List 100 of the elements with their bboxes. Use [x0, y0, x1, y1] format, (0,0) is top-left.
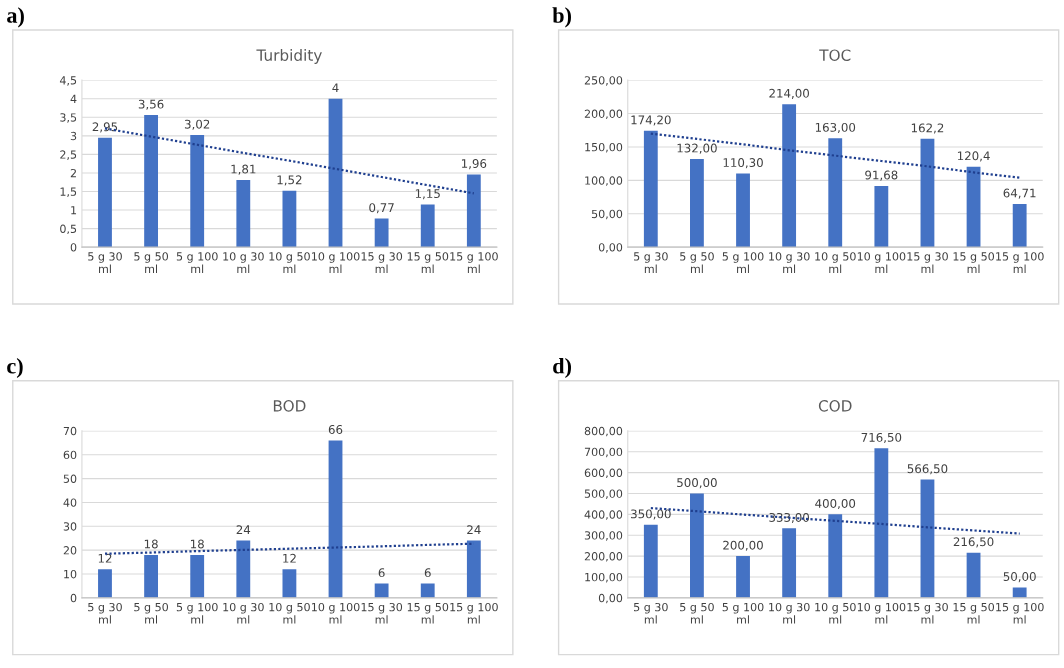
data-label: 566,50: [907, 464, 948, 475]
text: d): [553, 357, 571, 379]
data-label: 120,4: [957, 151, 990, 162]
y-tick-label: 3: [70, 131, 77, 141]
y-tick-label: 100,00: [585, 572, 623, 583]
data-label: 18: [190, 539, 204, 549]
y-tick-label: 300,00: [584, 531, 623, 541]
bar: [782, 528, 797, 598]
x-tick-label: 5 g 100 ml: [176, 252, 218, 273]
bar: [1012, 203, 1027, 248]
x-tick-label: 10 g 100 ml: [857, 602, 906, 624]
x-tick-label: 15 g 50 ml: [407, 252, 449, 273]
y-tick-label: 70: [63, 426, 77, 436]
y-tick-label: 800,00: [584, 426, 623, 437]
data-label: 24: [467, 525, 481, 534]
x-tick-label: 15 g 50 ml: [407, 602, 449, 624]
x-tick-label: 15 g 30 ml: [361, 252, 403, 273]
bar: [190, 135, 205, 248]
y-tick-label: 600,00: [584, 468, 623, 479]
data-label: 1,81: [231, 164, 256, 175]
y-tick-label: 0,00: [598, 593, 623, 604]
data-label: 3,02: [184, 119, 210, 130]
bar: [98, 137, 112, 248]
bar: [690, 493, 704, 598]
bar: [874, 448, 889, 598]
y-tick-label: 400,00: [584, 510, 623, 520]
x-tick-label: 10 g 30 ml: [223, 252, 264, 273]
data-label: 716,50: [861, 432, 902, 444]
y-tick-label: 20: [63, 546, 77, 555]
y-tick-label: 2: [70, 168, 76, 178]
data-label: 174,20: [631, 115, 671, 126]
data-label: 162,2: [911, 123, 944, 134]
y-tick-label: 4: [70, 94, 77, 103]
y-tick-label: 200,00: [584, 552, 623, 562]
data-label: 200,00: [723, 540, 763, 551]
bar: [466, 174, 481, 248]
x-tick-label: 10 g 100 ml: [312, 602, 360, 624]
data-label: 50,00: [1003, 572, 1036, 583]
y-tick-label: 30: [63, 522, 77, 531]
chart-title: TOC: [819, 49, 851, 61]
y-tick-label: 0: [70, 243, 77, 252]
y-tick-label: 150,00: [585, 142, 623, 153]
x-tick-label: 10 g 50 ml: [269, 602, 310, 624]
bar: [420, 204, 435, 248]
x-tick-label: 10 g 30 ml: [769, 252, 810, 273]
x-tick-label: 10 g 100 ml: [312, 252, 360, 273]
data-label: 2,95: [92, 122, 118, 133]
chart-title: COD: [818, 400, 852, 412]
x-tick-label: 5 g 50 ml: [680, 252, 714, 273]
x-tick-label: 10 g 30 ml: [223, 602, 264, 624]
x-tick-label: 5 g 50 ml: [134, 602, 169, 624]
chart-title: BOD: [273, 400, 306, 412]
y-tick-label: 700,00: [584, 447, 623, 458]
bar: [736, 556, 750, 598]
bar: [643, 130, 658, 248]
data-label: 500,00: [677, 478, 717, 489]
data-label: 12: [283, 553, 296, 563]
y-tick-label: 200,00: [584, 109, 623, 120]
x-tick-label: 5 g 50 ml: [134, 252, 169, 273]
bar: [98, 569, 112, 598]
bar: [420, 583, 435, 598]
bar: [920, 479, 935, 598]
bar: [190, 554, 205, 598]
y-tick-label: 100,00: [585, 176, 623, 186]
y-tick-label: 4,5: [59, 76, 77, 86]
x-tick-label: 15 g 50 ml: [953, 602, 995, 624]
data-label: 1,15: [415, 189, 440, 200]
x-tick-label: 10 g 50 ml: [815, 602, 856, 624]
bar: [328, 98, 343, 248]
data-label: 350,00: [631, 509, 671, 520]
x-tick-label: 15 g 30 ml: [907, 252, 948, 273]
data-label: 132,00: [677, 143, 717, 154]
y-tick-label: 0: [70, 593, 77, 603]
x-tick-label: 15 g 100 ml: [450, 252, 498, 273]
x-tick-label: 5 g 30 ml: [88, 252, 122, 273]
data-label: 4: [332, 83, 339, 93]
x-tick-label: 5 g 50 ml: [680, 602, 714, 624]
text: a): [7, 7, 24, 28]
bar: [874, 185, 889, 248]
data-label: 333,00: [769, 512, 809, 524]
bar: [466, 540, 481, 598]
data-label: 24: [236, 525, 251, 534]
bar: [144, 554, 158, 598]
bar: [920, 138, 935, 248]
x-tick-label: 5 g 30 ml: [88, 602, 122, 624]
x-tick-label: 10 g 100 ml: [857, 252, 906, 273]
bar: [782, 104, 797, 248]
bar: [236, 179, 251, 248]
bar: [1012, 587, 1027, 598]
bar: [282, 569, 297, 598]
data-label: 400,00: [815, 498, 856, 510]
bar: [236, 540, 251, 598]
data-label: 214,00: [769, 88, 809, 99]
data-label: 3,56: [138, 99, 164, 110]
x-tick-label: 10 g 30 ml: [769, 602, 810, 624]
data-label: 66: [328, 425, 343, 434]
y-tick-label: 1: [71, 206, 77, 215]
bar: [828, 138, 843, 248]
data-label: 6: [378, 568, 385, 578]
x-tick-label: 10 g 50 ml: [815, 252, 856, 273]
